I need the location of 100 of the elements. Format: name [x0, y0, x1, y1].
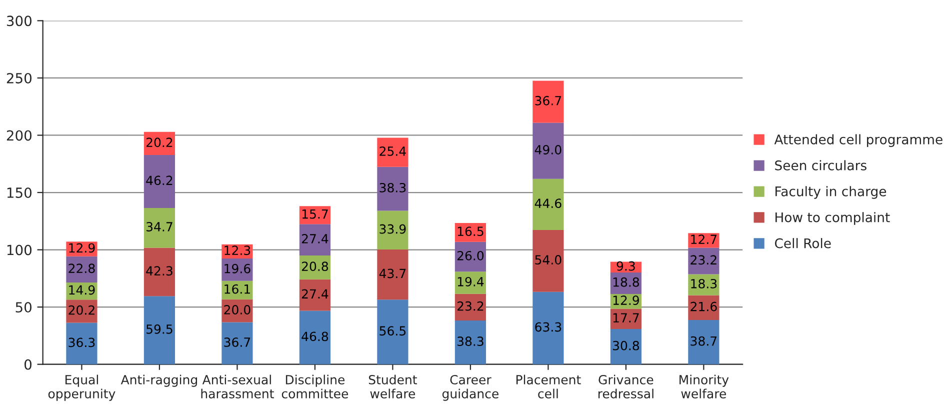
legend-label: Attended cell programme	[774, 134, 942, 147]
bar	[454, 272, 486, 294]
data-label: 59.5	[146, 324, 172, 334]
data-label: 42.3	[146, 266, 172, 276]
data-label: 9.3	[616, 261, 635, 271]
bar	[688, 320, 720, 364]
bar	[144, 208, 176, 248]
bar	[222, 322, 253, 364]
data-label: 20.2	[146, 138, 172, 148]
data-label: 17.7	[613, 313, 639, 322]
bar	[66, 300, 98, 323]
data-label: 16.1	[224, 284, 250, 294]
data-label: 27.4	[302, 234, 328, 244]
data-label: 43.7	[379, 268, 406, 278]
data-label: 36.3	[68, 338, 95, 348]
data-label: 38.3	[457, 336, 484, 346]
data-label: 54.0	[535, 255, 562, 265]
bar	[532, 230, 564, 292]
data-label: 36.7	[224, 337, 250, 347]
y-tick-label: 100	[7, 244, 32, 256]
data-label: 14.9	[69, 285, 95, 295]
data-label: 46.8	[302, 332, 328, 342]
data-label: 22.8	[68, 264, 95, 274]
y-tick-label: 0	[24, 359, 32, 370]
bar	[454, 242, 486, 272]
x-tick-label: Equal opperunity	[48, 374, 116, 401]
bar	[688, 248, 720, 274]
y-tick-label: 250	[6, 72, 32, 84]
bar	[377, 166, 408, 211]
bar	[144, 155, 176, 208]
x-tick-label: Discipline committee	[282, 374, 348, 398]
bar	[377, 300, 408, 364]
data-label: 21.6	[690, 302, 717, 312]
x-tick-label: Anti-ragging	[120, 374, 198, 387]
data-label: 20.2	[68, 305, 94, 315]
bar	[222, 299, 253, 322]
bar	[532, 292, 564, 364]
data-label: 19.4	[458, 276, 484, 286]
bar	[532, 178, 564, 230]
data-label: 20.0	[224, 305, 250, 314]
y-tick-label: 200	[6, 130, 32, 141]
bar	[144, 296, 176, 364]
data-label: 63.3	[535, 322, 562, 332]
x-tick-label: Grivance redressal	[598, 374, 654, 398]
y-tick-label: 50	[16, 302, 32, 313]
y-tick-label: 300	[6, 16, 32, 26]
x-tick-label: Anti-sexual harassment	[201, 374, 274, 398]
data-label: 15.7	[302, 209, 328, 219]
data-label: 26.0	[457, 250, 484, 260]
data-label: 25.4	[380, 146, 406, 156]
data-label: 20.8	[302, 262, 328, 272]
data-label: 23.2	[690, 255, 716, 265]
data-label: 30.8	[612, 340, 639, 350]
bar	[299, 279, 331, 311]
data-label: 49.0	[534, 144, 562, 154]
bar	[532, 80, 564, 123]
data-label: 18.8	[613, 277, 639, 287]
data-label: 12.9	[69, 243, 95, 253]
data-label: 38.7	[690, 336, 717, 346]
data-label: 36.7	[535, 96, 562, 106]
bar	[66, 322, 98, 364]
data-label: 23.2	[457, 301, 484, 311]
data-label: 56.5	[380, 326, 406, 336]
data-label: 33.9	[380, 224, 406, 234]
x-tick-label: Career guidance	[442, 374, 498, 401]
bar	[688, 295, 720, 320]
legend-label: How to complaint	[776, 212, 890, 225]
bar	[144, 248, 176, 296]
bar	[222, 258, 253, 281]
bar	[377, 210, 408, 250]
bar	[66, 256, 98, 283]
data-label: 46.2	[146, 176, 172, 186]
data-label: 38.3	[380, 182, 406, 192]
bar	[454, 320, 486, 364]
bar	[222, 280, 253, 300]
data-label: 12.3	[224, 246, 250, 256]
data-label: 18.3	[691, 278, 717, 288]
data-label: 44.6	[534, 198, 562, 208]
bar	[454, 294, 486, 320]
x-tick-label: Placement cell	[516, 374, 581, 398]
bar	[299, 310, 331, 364]
data-label: 34.7	[146, 222, 172, 232]
bar	[299, 224, 331, 256]
legend-label: Faculty in charge	[776, 186, 886, 199]
bar	[377, 250, 408, 300]
data-label: 16.5	[458, 226, 484, 236]
bar	[532, 122, 564, 179]
data-label: 12.7	[691, 234, 717, 244]
legend-label: Seen circulars	[775, 160, 866, 170]
legend-label: Cell Role	[774, 238, 831, 248]
bar	[377, 138, 408, 167]
x-tick-label: Student welfare	[368, 374, 418, 398]
data-label: 19.6	[224, 264, 250, 274]
x-tick-label: Minority welfare	[680, 374, 729, 398]
y-tick-label: 150	[7, 187, 32, 198]
data-label: 27.4	[302, 289, 328, 298]
bar	[610, 329, 642, 364]
data-label: 12.9	[613, 296, 639, 306]
bar	[299, 256, 331, 280]
bar	[144, 132, 176, 156]
